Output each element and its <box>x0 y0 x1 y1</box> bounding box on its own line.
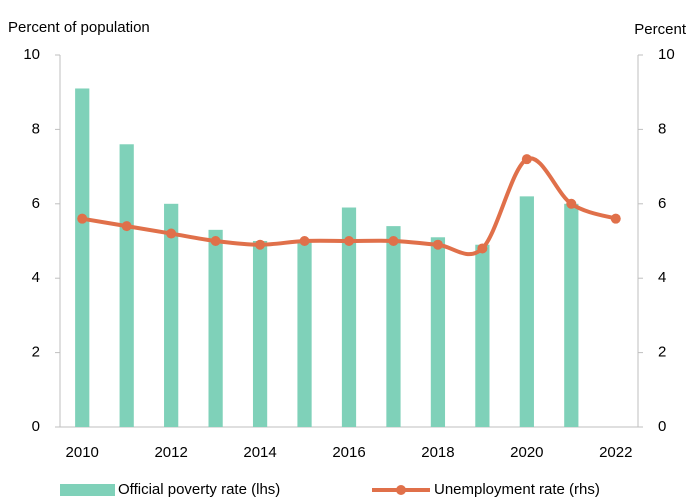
bar <box>252 241 268 427</box>
legend-swatch <box>60 484 115 496</box>
bar <box>341 207 357 427</box>
point <box>255 239 266 250</box>
y2-tick-label: 0 <box>658 418 666 435</box>
point <box>521 154 532 165</box>
point <box>166 228 177 239</box>
x-tick-label: 2010 <box>66 444 99 461</box>
point <box>477 243 488 254</box>
y-tick-label: 4 <box>32 269 40 286</box>
y-axis-label: Percent of population <box>8 19 150 36</box>
point <box>77 213 88 224</box>
x-tick-label: 2020 <box>510 444 543 461</box>
bar <box>297 241 312 427</box>
y2-tick-label: 2 <box>658 344 666 361</box>
x-tick-label: 2018 <box>421 444 454 461</box>
y-tick-label: 8 <box>32 120 40 137</box>
y2-tick-label: 8 <box>658 120 666 137</box>
x-tick-label: 2012 <box>154 444 187 461</box>
bar <box>208 229 223 427</box>
point <box>121 221 132 232</box>
y-tick-label: 0 <box>32 418 40 435</box>
bar <box>519 196 534 427</box>
legend-label: Unemployment rate (rhs) <box>434 481 600 498</box>
x-tick-label: 2016 <box>332 444 365 461</box>
y2-tick-label: 6 <box>658 195 666 212</box>
legend-swatch <box>396 485 406 495</box>
bar <box>475 244 490 427</box>
bar <box>164 203 179 427</box>
bar <box>564 203 579 427</box>
point <box>344 236 354 246</box>
x-tick-label: 2014 <box>243 444 276 461</box>
bar <box>430 237 446 427</box>
x-tick-label: 2022 <box>599 444 632 461</box>
y2-axis-label: Percent <box>634 21 687 38</box>
y-tick-label: 2 <box>32 344 40 361</box>
y-tick-label: 10 <box>23 46 40 63</box>
y2-tick-label: 4 <box>658 269 666 286</box>
point <box>388 236 399 246</box>
point <box>299 236 310 246</box>
y-tick-label: 6 <box>32 195 40 212</box>
point <box>610 213 621 224</box>
y2-tick-label: 10 <box>658 46 675 63</box>
bar <box>386 226 401 427</box>
legend-label: Official poverty rate (lhs) <box>118 481 280 498</box>
bar <box>119 144 134 427</box>
point <box>566 198 577 209</box>
point <box>432 239 443 250</box>
bar <box>75 88 90 427</box>
point <box>210 236 221 246</box>
